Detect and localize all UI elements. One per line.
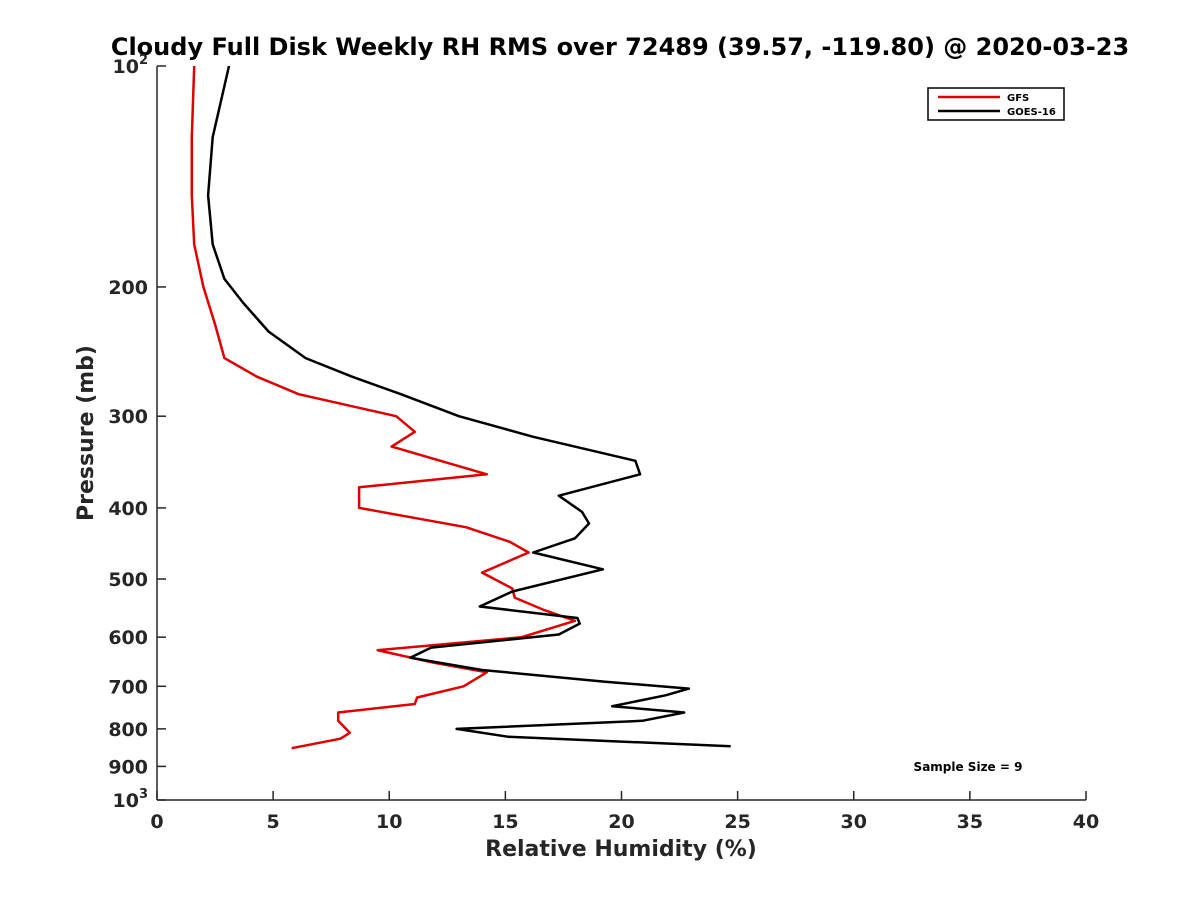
x-tick-label: 30	[841, 811, 867, 833]
y-tick-label: 500	[108, 569, 148, 591]
legend-label: GOES-16	[1007, 107, 1056, 118]
y-tick-label: 103	[113, 787, 149, 812]
y-tick-label: 400	[108, 498, 148, 520]
y-tick-label: 200	[108, 277, 148, 299]
y-axis-label: Pressure (mb)	[74, 345, 99, 521]
x-tick-label: 15	[492, 811, 518, 833]
y-tick-label: 102	[113, 53, 149, 78]
series-line-goes-16	[206, 65, 731, 748]
y-tick-label: 300	[108, 406, 148, 428]
plot-area: 0 5 10 15 20 25 30 35 40 102 200 300 400 500 600 700 80…	[108, 53, 1099, 833]
x-tick-label: 10	[376, 811, 402, 833]
data-lines	[190, 65, 731, 750]
y-tick-label: 700	[108, 676, 148, 698]
x-tick-label: 35	[957, 811, 983, 833]
y-ticks: 102 200 300 400 500 600 700 800 900 103	[108, 53, 166, 812]
y-tick-label: 800	[108, 719, 148, 741]
x-axis-label: Relative Humidity (%)	[485, 837, 757, 862]
legend-label: GFS	[1007, 93, 1029, 104]
x-ticks: 0 5 10 15 20 25 30 35 40	[150, 791, 1099, 833]
legend: GFS GOES-16	[927, 87, 1065, 121]
x-tick-label: 25	[724, 811, 750, 833]
chart-title: Cloudy Full Disk Weekly RH RMS over 7248…	[111, 33, 1129, 61]
series-line-gfs	[190, 65, 577, 750]
x-tick-label: 5	[267, 811, 280, 833]
y-tick-label: 900	[108, 756, 148, 778]
x-tick-label: 20	[608, 811, 634, 833]
y-tick-label: 600	[108, 627, 148, 649]
x-tick-label: 40	[1073, 811, 1099, 833]
legend-box	[927, 87, 1065, 121]
x-tick-label: 0	[150, 811, 163, 833]
sample-size-annotation: Sample Size = 9	[914, 760, 1023, 774]
